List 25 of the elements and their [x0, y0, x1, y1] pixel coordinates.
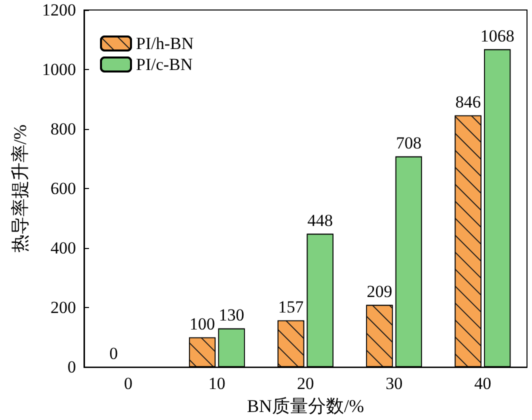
data-label: 1068 — [480, 26, 514, 46]
y-tick-label: 400 — [50, 238, 76, 258]
data-label: 130 — [218, 305, 244, 324]
y-tick-label: 1000 — [42, 60, 76, 80]
data-label: 100 — [190, 314, 216, 334]
legend-label: PI/c-BN — [136, 55, 193, 74]
y-axis-title: 热导率提升率/% — [10, 124, 30, 253]
data-label: 157 — [278, 297, 304, 316]
data-label: 448 — [307, 210, 333, 230]
x-axis-title: BN质量分数/% — [247, 396, 364, 416]
x-tick-label: 0 — [124, 374, 133, 394]
x-tick-label: 40 — [474, 374, 492, 394]
y-tick-label: 0 — [68, 358, 76, 377]
data-label: 209 — [366, 282, 392, 301]
legend-label: PI/h-BN — [136, 34, 194, 53]
y-tick-label: 800 — [50, 120, 76, 139]
x-tick-label: 30 — [386, 374, 403, 394]
x-tick-label: 10 — [208, 374, 226, 394]
x-tick-label: 20 — [297, 374, 314, 394]
data-label: 708 — [396, 133, 422, 152]
y-tick-label: 200 — [50, 298, 76, 318]
data-label: 846 — [455, 92, 481, 112]
y-tick-label: 1200 — [42, 0, 76, 20]
data-label: 0 — [109, 344, 118, 364]
y-tick-label: 600 — [50, 179, 76, 198]
